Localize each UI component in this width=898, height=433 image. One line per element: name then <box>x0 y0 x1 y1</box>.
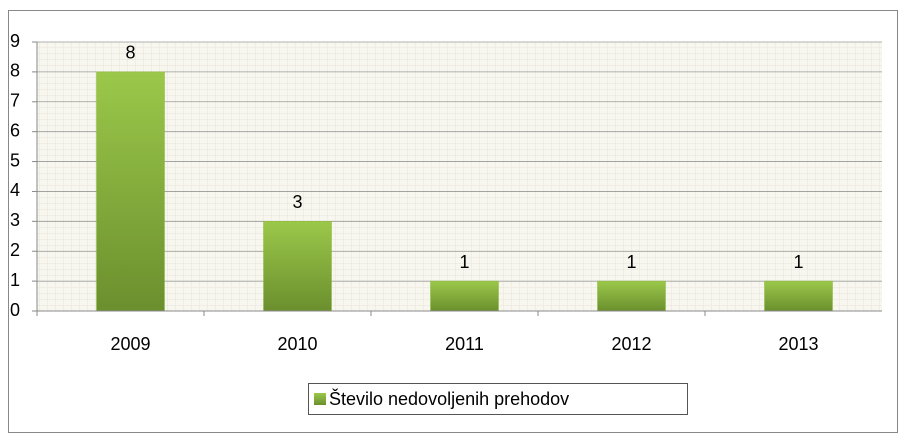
data-label: 1 <box>793 252 803 272</box>
x-tick-label: 2012 <box>611 334 651 354</box>
bar <box>597 280 666 312</box>
y-tick-label: 9 <box>10 31 20 51</box>
y-tick-label: 7 <box>10 91 20 111</box>
y-tick-label: 5 <box>10 150 20 170</box>
data-label: 8 <box>125 43 135 63</box>
plot-area <box>37 42 882 311</box>
data-label: 1 <box>459 252 469 272</box>
bar <box>764 280 833 312</box>
y-tick-label: 8 <box>10 61 20 81</box>
legend-label: Število nedovoljenih prehodov <box>329 388 569 409</box>
x-tick-label: 2011 <box>445 334 484 354</box>
y-tick-label: 4 <box>10 180 20 200</box>
data-label: 3 <box>292 192 302 212</box>
legend <box>308 383 688 415</box>
bar <box>263 221 332 312</box>
y-tick-label: 6 <box>10 120 20 140</box>
y-tick-label: 1 <box>10 270 20 290</box>
x-tick-label: 2013 <box>778 334 818 354</box>
data-label: 1 <box>626 252 636 272</box>
y-tick-label: 2 <box>10 240 20 260</box>
x-tick-label: 2010 <box>277 334 317 354</box>
bar <box>96 71 165 312</box>
x-tick-label: 2009 <box>110 334 150 354</box>
legend-swatch <box>314 393 326 405</box>
y-tick-label: 3 <box>10 210 20 230</box>
y-tick-label: 0 <box>10 300 20 320</box>
bar <box>430 280 499 312</box>
